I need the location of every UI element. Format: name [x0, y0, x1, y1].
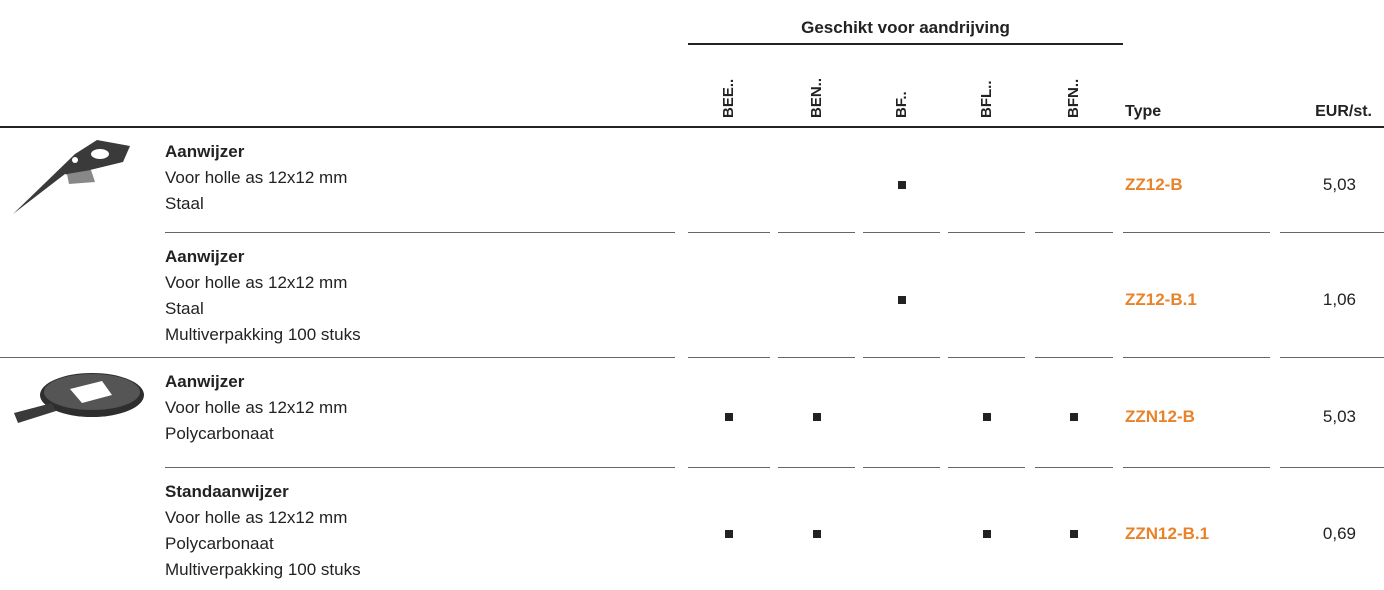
row-rule [863, 467, 940, 468]
row-rule [778, 232, 855, 233]
type-header: Type [1125, 103, 1162, 120]
row-rule [688, 467, 770, 468]
drive-header: BFN.. [1065, 78, 1082, 118]
product-title: Standaanwijzer [165, 482, 289, 501]
row-rule [778, 467, 855, 468]
product-detail: Multiverpakking 100 stuks [165, 325, 361, 344]
price-header: EUR/st. [1315, 103, 1372, 120]
product-detail: Multiverpakking 100 stuks [165, 560, 361, 579]
availability-mark [898, 180, 906, 189]
row-rule [948, 232, 1025, 233]
availability-mark [898, 295, 906, 304]
product-detail: Polycarbonaat [165, 424, 274, 443]
product-detail: Voor holle as 12x12 mm [165, 398, 348, 417]
row-rule [1035, 232, 1113, 233]
drive-header: BEN.. [808, 77, 825, 118]
row-rule [165, 467, 675, 468]
price: 5,03 [1322, 407, 1356, 426]
description: Aanwijzer Voor holle as 12x12 mm Staal [165, 139, 347, 217]
row-rule [688, 232, 770, 233]
row-rule [778, 357, 855, 358]
availability-mark [813, 529, 821, 538]
row-rule [863, 232, 940, 233]
drive-header: BF.. [893, 91, 910, 118]
drive-header: BEE.. [720, 78, 737, 118]
availability-mark [813, 413, 821, 421]
row-rule [1123, 357, 1270, 358]
availability-mark [1070, 413, 1078, 421]
row-rule [0, 357, 675, 358]
product-image [14, 373, 144, 423]
product-title: Aanwijzer [165, 247, 245, 266]
product-title: Aanwijzer [165, 142, 245, 161]
header-rule [0, 126, 1384, 128]
group-rule [688, 43, 1123, 45]
description: Standaanwijzer Voor holle as 12x12 mm Poly… [165, 479, 361, 583]
row-rule [863, 357, 940, 358]
availability-mark [983, 529, 991, 538]
description: Aanwijzer Voor holle as 12x12 mm Polycarbo… [165, 369, 347, 447]
product-detail: Voor holle as 12x12 mm [165, 168, 348, 187]
availability-mark [983, 413, 991, 421]
price: 5,03 [1322, 174, 1356, 194]
row-rule [948, 467, 1025, 468]
price: 1,06 [1322, 289, 1356, 309]
row-rule [1035, 357, 1113, 358]
row-rule [1123, 467, 1270, 468]
availability-mark [725, 529, 733, 538]
product-image [13, 140, 130, 214]
price: 0,69 [1322, 523, 1356, 543]
group-header: Geschikt voor aandrijving [801, 18, 1010, 37]
availability-mark [725, 413, 733, 421]
row-rule [1280, 232, 1384, 233]
product-detail: Voor holle as 12x12 mm [165, 508, 348, 527]
description: Aanwijzer Voor holle as 12x12 mm Staal Mult… [165, 244, 361, 348]
type-code: ZZN12-B.1 [1125, 523, 1210, 543]
row-rule [688, 357, 770, 358]
availability-mark [1070, 529, 1078, 538]
drive-header: BFL.. [978, 80, 995, 119]
product-detail: Voor holle as 12x12 mm [165, 273, 348, 292]
row-rule [1280, 357, 1384, 358]
product-detail: Staal [165, 194, 204, 213]
row-rule [948, 357, 1025, 358]
row-rule [1123, 232, 1270, 233]
row-rule [1035, 467, 1113, 468]
type-code: ZZN12-B [1125, 407, 1195, 426]
type-code: ZZ12-B.1 [1125, 289, 1197, 309]
row-rule [165, 232, 675, 233]
product-detail: Polycarbonaat [165, 534, 274, 553]
product-detail: Staal [165, 299, 204, 318]
product-title: Aanwijzer [165, 372, 245, 391]
type-code: ZZ12-B [1125, 174, 1183, 194]
row-rule [1280, 467, 1384, 468]
